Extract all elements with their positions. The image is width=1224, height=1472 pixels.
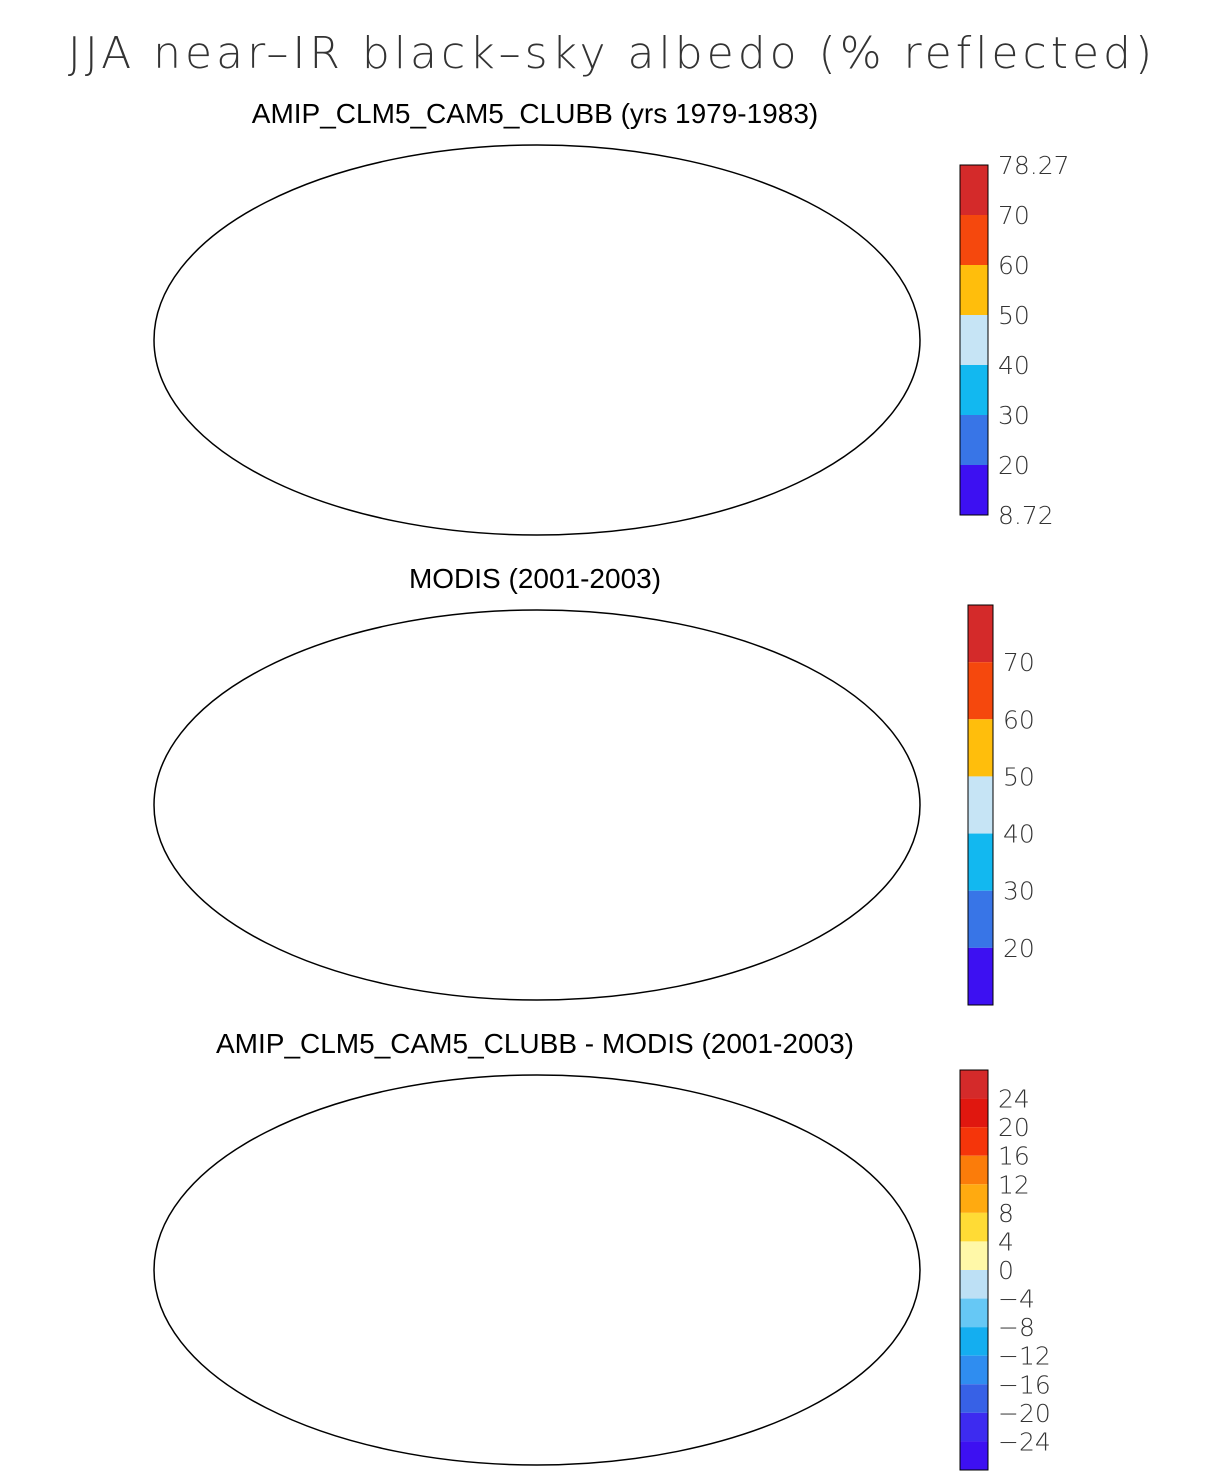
map-border: [153, 1074, 921, 1466]
map-title-modis: MODIS (2001-2003): [408, 563, 662, 594]
colorbar-swatch: [960, 1184, 988, 1213]
colorbar-swatch: [960, 1070, 988, 1099]
colorbar-tick-label: 50: [998, 301, 1030, 330]
colorbar-tick-label: 60: [998, 251, 1030, 280]
colorbar-swatch: [960, 465, 988, 515]
colorbar-1: 78.27 70 60 50 40 30 20 8.72: [959, 151, 1070, 530]
colorbar-tick-label: −16: [998, 1370, 1051, 1399]
map-title-model: AMIP_CLM5_CAM5_CLUBB (yrs 1979-1983): [251, 98, 819, 129]
colorbar-tick-label: 50: [1003, 762, 1035, 791]
colorbar-tick-label: 8.72: [998, 501, 1054, 530]
colorbar-tick-label: 4: [998, 1227, 1014, 1256]
colorbar-swatch: [968, 719, 993, 777]
colorbar-swatch: [960, 415, 988, 465]
colorbar-tick-label: 12: [998, 1170, 1030, 1199]
map-title-difference: AMIP_CLM5_CAM5_CLUBB - MODIS (2001-2003): [215, 1028, 854, 1059]
colorbar-swatch: [968, 833, 993, 891]
region-arctic-islands: [186, 161, 280, 184]
colorbar-tick-label: 0: [998, 1256, 1014, 1285]
colorbar-tick-label: 8: [998, 1199, 1014, 1228]
map-border: [153, 609, 921, 1001]
colorbar-swatch: [960, 1327, 988, 1356]
colorbar-swatch: [960, 1441, 988, 1470]
colorbar-tick-label: −12: [998, 1342, 1051, 1371]
colorbar-swatch: [960, 1155, 988, 1185]
colorbar-swatch: [960, 1412, 988, 1442]
map-border: [153, 144, 921, 536]
colorbar-tick-label: 16: [998, 1142, 1030, 1171]
colorbar-tick-label: 60: [1003, 705, 1035, 734]
colorbar-tick-label: −24: [998, 1427, 1051, 1456]
map-panel-2: [153, 609, 921, 1001]
colorbar-tick-label: 70: [1003, 648, 1035, 677]
colorbar-tick-label: −20: [998, 1399, 1051, 1428]
colorbar-swatch: [960, 165, 988, 215]
colorbar-tick-label: 78.27: [998, 151, 1070, 180]
ocean-background: [154, 145, 920, 535]
colorbar-tick-label: 24: [998, 1085, 1030, 1114]
colorbar-tick-label: 40: [1003, 820, 1035, 849]
colorbar-swatch: [960, 1212, 988, 1242]
colorbar-swatch: [960, 1241, 988, 1270]
colorbar-tick-label: 30: [1003, 877, 1035, 906]
colorbar-swatch: [960, 365, 988, 415]
colorbar-swatch: [960, 1355, 988, 1385]
colorbar-swatch: [960, 1270, 988, 1299]
colorbar-tick-label: 70: [998, 201, 1030, 230]
page-title: JJA near–IR black–sky albedo (% reflecte…: [67, 28, 1157, 79]
map-panel-3: [153, 1074, 921, 1466]
ocean-background: [154, 610, 920, 1000]
colorbar-tick-label: 30: [998, 401, 1030, 430]
colorbar-swatch: [968, 605, 993, 663]
colorbar-tick-label: 40: [998, 351, 1030, 380]
region-arctic-islands: [186, 626, 280, 649]
colorbar-swatch: [968, 947, 993, 1005]
ocean-background: [154, 1075, 920, 1465]
region-arctic-islands: [186, 1091, 280, 1114]
colorbar-tick-label: −8: [998, 1313, 1035, 1342]
colorbar-tick-label: −4: [998, 1285, 1035, 1314]
colorbar-swatch: [968, 662, 993, 720]
colorbar-tick-label: 20: [998, 451, 1030, 480]
colorbar-tick-label: 20: [998, 1113, 1030, 1142]
colorbar-tick-label: 20: [1003, 934, 1035, 963]
colorbar-swatch: [960, 315, 988, 365]
colorbar-swatch: [968, 776, 993, 834]
map-panel-1: [153, 144, 921, 536]
colorbar-2: 70 60 50 40 30 20: [967, 604, 1035, 1006]
colorbar-swatch: [960, 1384, 988, 1413]
colorbar-swatch: [960, 215, 988, 265]
colorbar-swatch: [960, 1098, 988, 1128]
colorbar-swatch: [960, 1298, 988, 1328]
colorbar-swatch: [968, 890, 993, 948]
colorbar-swatch: [960, 265, 988, 315]
colorbar-swatch: [960, 1127, 988, 1156]
